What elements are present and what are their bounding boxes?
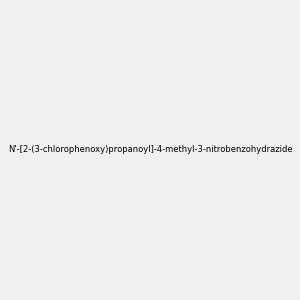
- Text: N'-[2-(3-chlorophenoxy)propanoyl]-4-methyl-3-nitrobenzohydrazide: N'-[2-(3-chlorophenoxy)propanoyl]-4-meth…: [8, 146, 292, 154]
